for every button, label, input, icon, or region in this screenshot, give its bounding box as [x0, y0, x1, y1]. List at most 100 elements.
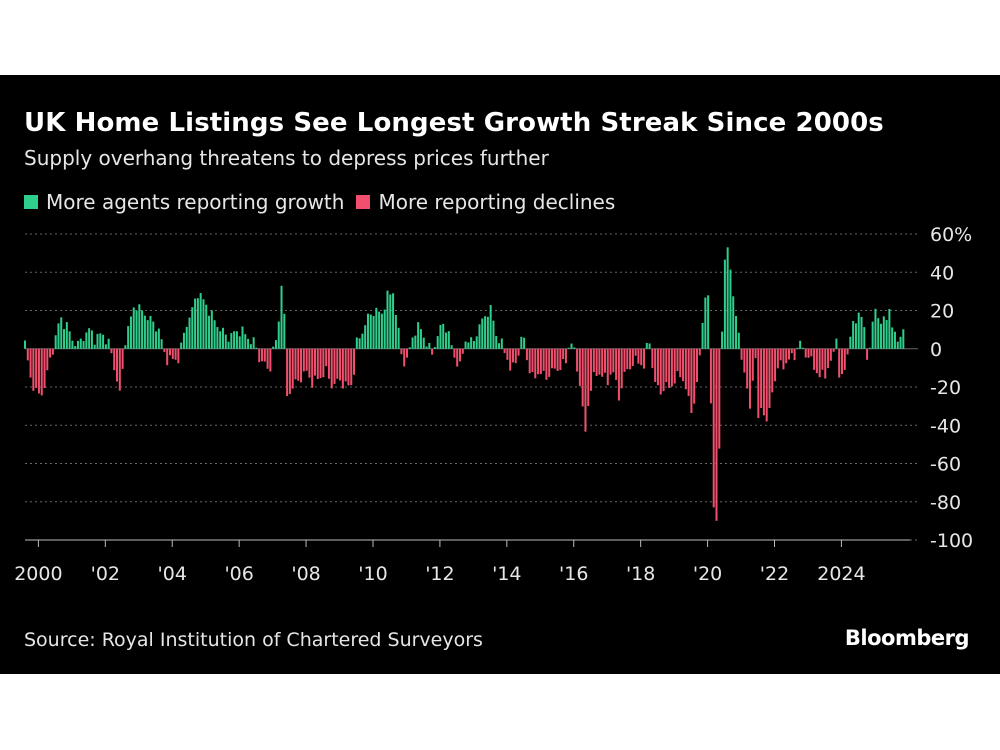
bar — [288, 348, 291, 395]
bar — [765, 348, 768, 422]
x-tick-label: '04 — [158, 563, 187, 585]
bar — [687, 348, 690, 396]
bar — [654, 348, 657, 383]
x-tick-label: '14 — [492, 563, 521, 585]
bar — [63, 329, 66, 349]
bar — [729, 269, 732, 349]
bar — [715, 348, 718, 521]
bar — [168, 348, 171, 356]
bar — [866, 348, 869, 360]
y-axis-labels: 60% 40 20 0 -20 -40 -60 -80 -100 — [930, 224, 973, 552]
bar — [760, 348, 763, 408]
bar — [339, 348, 342, 381]
bar — [347, 348, 350, 386]
bar — [85, 332, 88, 349]
bar — [113, 348, 116, 371]
bar — [311, 348, 314, 388]
bar — [330, 348, 333, 389]
bar — [553, 348, 556, 369]
bars — [24, 247, 905, 521]
bar — [277, 321, 280, 349]
bar — [127, 326, 130, 349]
bar — [570, 343, 573, 349]
bar — [313, 348, 316, 376]
bar — [118, 348, 121, 391]
bar — [378, 311, 381, 349]
bar — [670, 348, 673, 387]
bar — [269, 348, 272, 372]
bar — [478, 324, 481, 349]
bar — [500, 338, 503, 349]
bloomberg-logo: Bloomberg — [844, 626, 970, 650]
bar — [60, 317, 63, 349]
bar — [205, 304, 208, 349]
bar — [124, 345, 127, 349]
bar — [180, 342, 183, 349]
bar — [640, 348, 643, 366]
bar — [252, 337, 255, 349]
bar — [219, 331, 222, 349]
bar — [771, 348, 774, 393]
bar — [386, 290, 389, 349]
bar — [698, 348, 701, 356]
bar — [707, 295, 710, 349]
bar — [626, 348, 629, 370]
bar — [274, 340, 277, 349]
bar — [461, 348, 464, 354]
y-tick-label: -60 — [930, 454, 961, 476]
bar — [782, 348, 785, 370]
bar — [283, 313, 286, 349]
bar — [322, 348, 325, 378]
bar — [899, 336, 902, 349]
bar — [177, 348, 180, 364]
bar — [818, 348, 821, 378]
x-tick-label: '12 — [425, 563, 454, 585]
x-tick-label: '22 — [760, 563, 789, 585]
bar-chart: 60% 40 20 0 -20 -40 -60 -80 -100 2000 '02 '04 '06 '0… — [14, 224, 973, 585]
bar — [590, 348, 593, 391]
bar — [838, 348, 841, 378]
bar — [679, 348, 682, 378]
y-tick-label: -20 — [930, 377, 961, 399]
bar — [645, 342, 648, 349]
bar — [141, 310, 144, 349]
bar — [799, 340, 802, 349]
bar — [302, 348, 305, 372]
bar — [682, 348, 685, 382]
bar — [68, 331, 71, 349]
x-tick-label: '16 — [559, 563, 588, 585]
bar — [902, 329, 905, 349]
bar — [754, 348, 757, 359]
bar — [813, 348, 816, 370]
bar — [40, 348, 43, 396]
bar — [676, 348, 679, 372]
bar — [464, 341, 467, 349]
bar — [43, 348, 46, 389]
x-tick-label: '02 — [91, 563, 120, 585]
bar — [163, 348, 166, 353]
bar — [651, 348, 654, 369]
bar — [414, 335, 417, 349]
bar — [247, 338, 250, 349]
bar — [249, 344, 252, 349]
bar — [143, 315, 146, 349]
bar — [840, 348, 843, 375]
bar — [880, 323, 883, 349]
bar — [132, 307, 135, 349]
bar — [261, 348, 264, 362]
bar — [327, 348, 330, 379]
bar — [51, 348, 54, 355]
bar — [475, 336, 478, 349]
bar — [748, 348, 751, 409]
bar — [662, 348, 665, 392]
bar — [785, 348, 788, 364]
bar — [489, 305, 492, 349]
bar — [372, 316, 375, 349]
y-tick-label: -80 — [930, 492, 961, 514]
bar — [888, 308, 891, 349]
bar — [319, 348, 322, 379]
bar — [882, 316, 885, 349]
bar — [110, 348, 113, 354]
bar — [419, 329, 422, 349]
bar — [255, 347, 258, 349]
